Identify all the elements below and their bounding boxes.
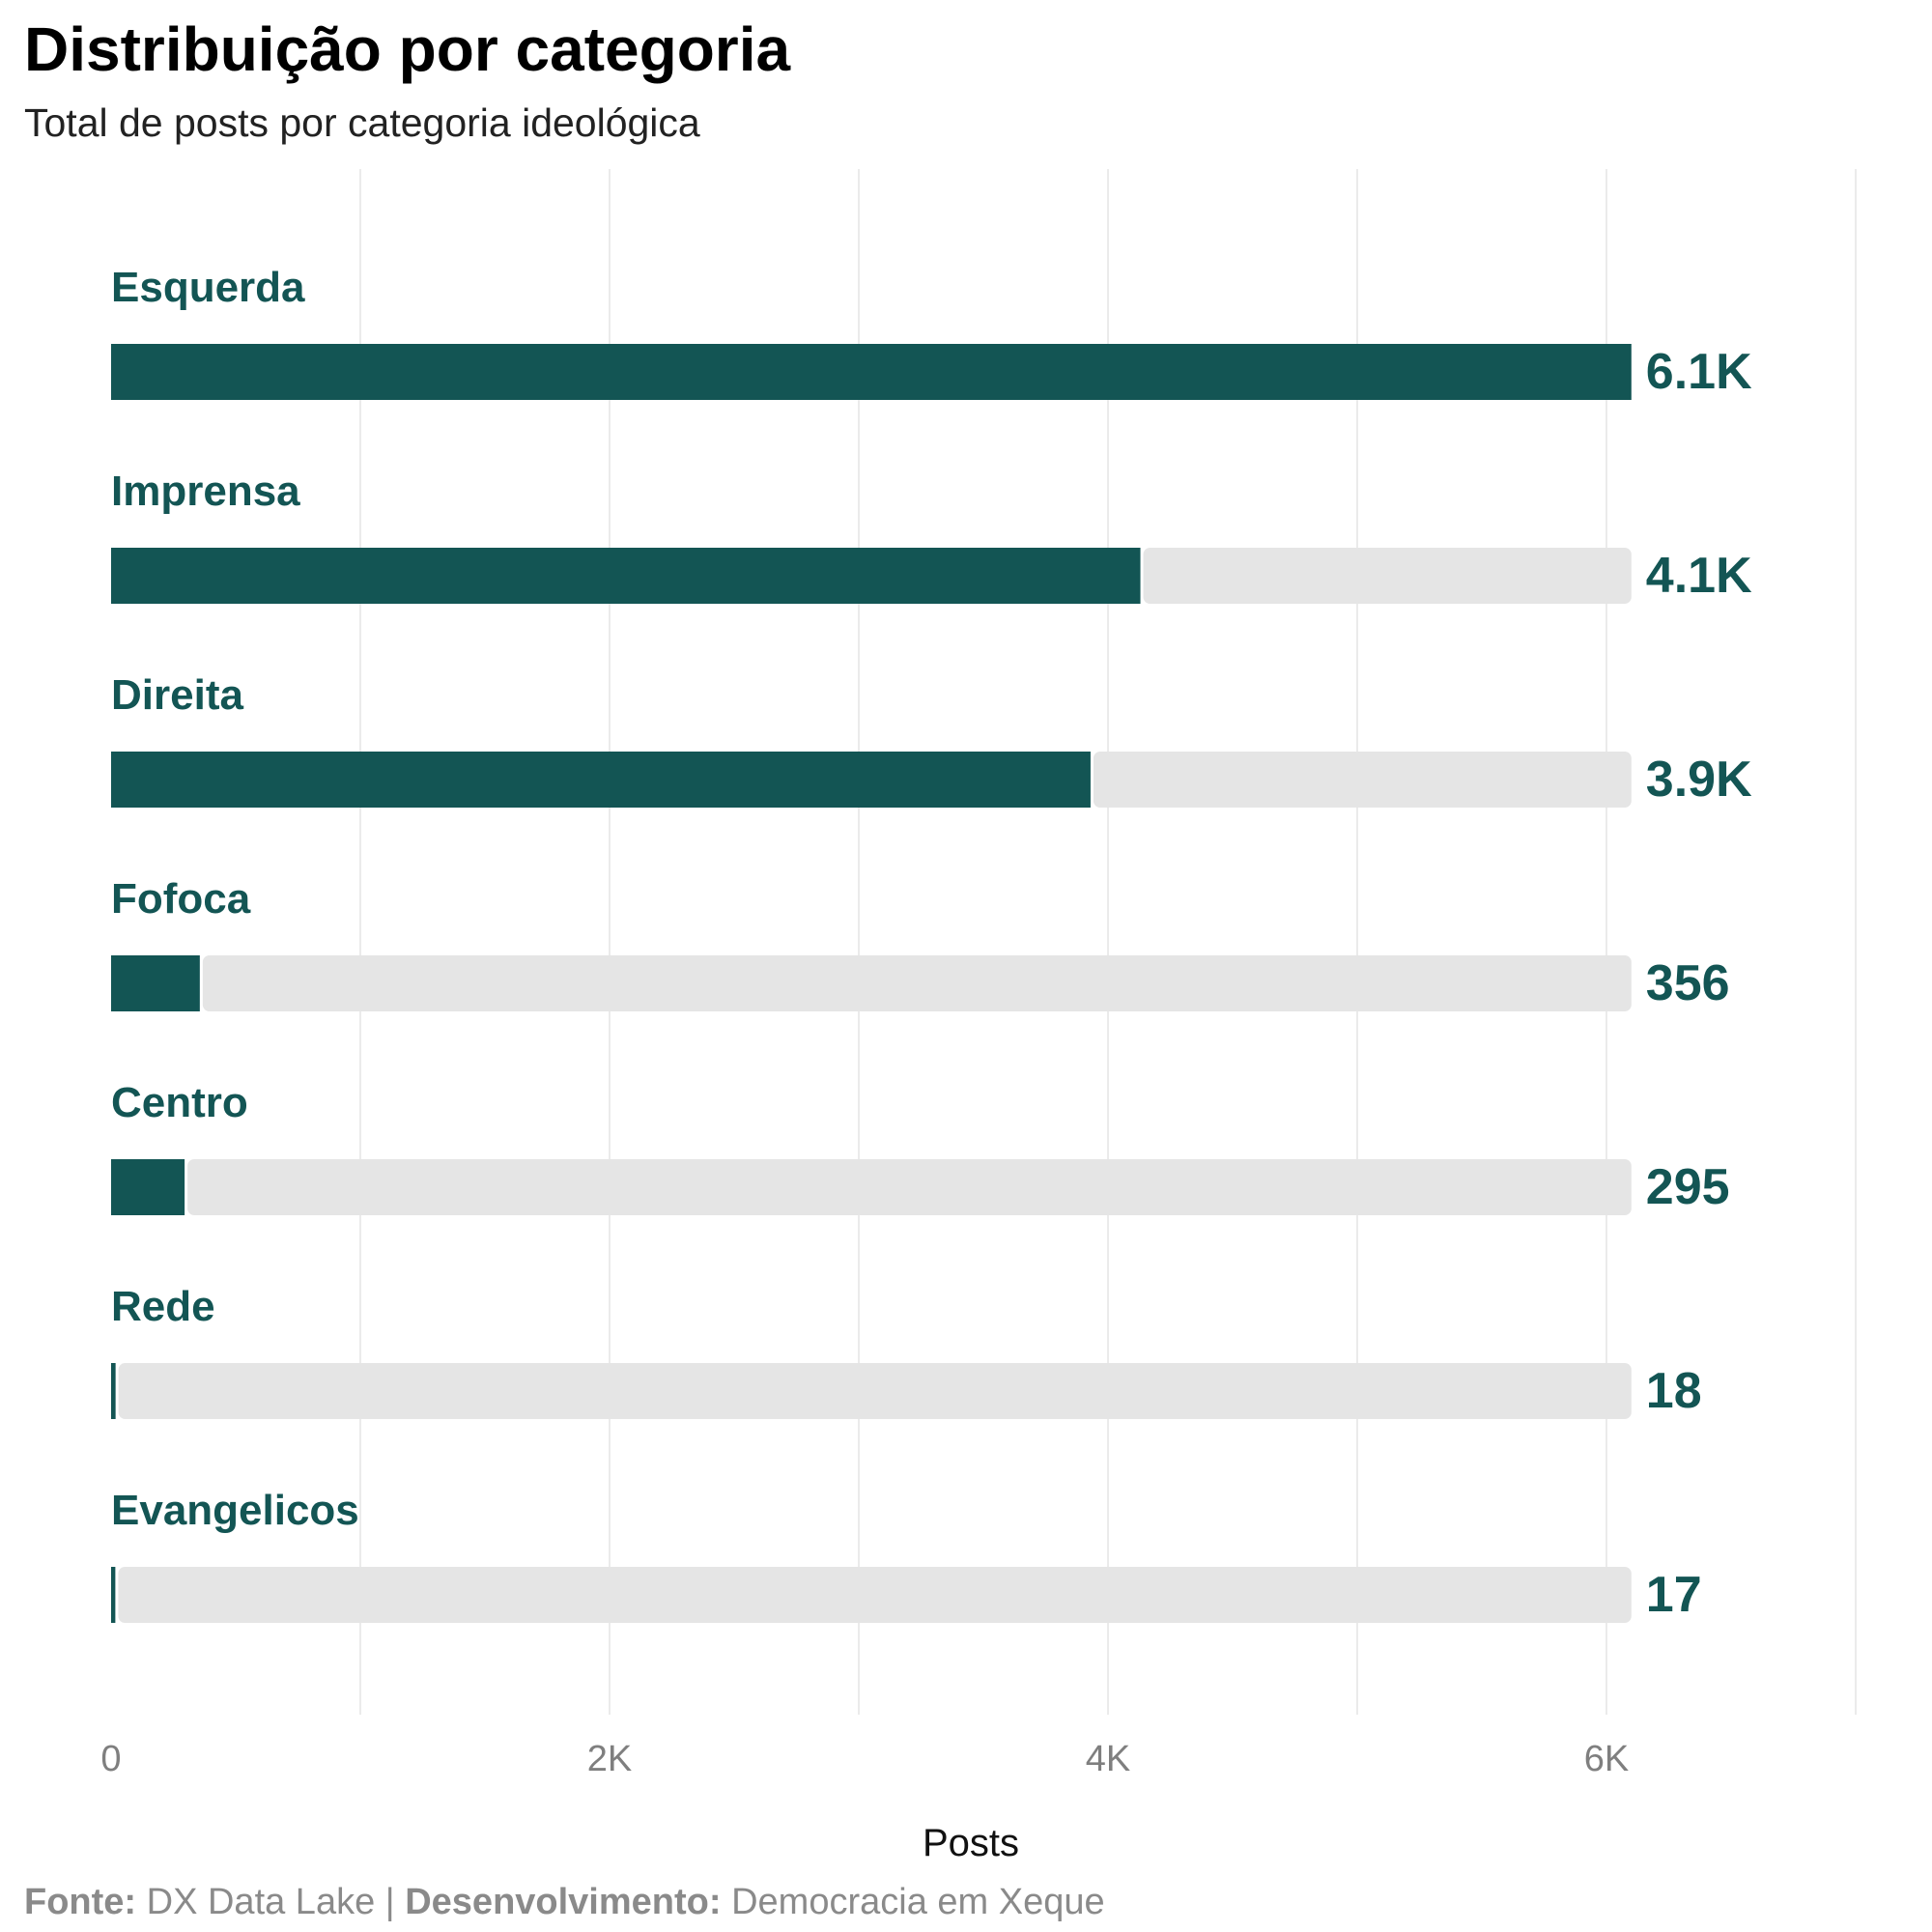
value-label: 356 xyxy=(1646,955,1730,1011)
value-label: 17 xyxy=(1646,1567,1702,1623)
bar-track xyxy=(1093,752,1632,808)
category-label: Imprensa xyxy=(111,468,300,515)
category-label: Evangelicos xyxy=(111,1487,359,1534)
bar-track xyxy=(202,955,1632,1011)
bar xyxy=(111,1159,185,1215)
bar-row: Imprensa 4.1K xyxy=(111,468,1752,604)
bar xyxy=(111,955,200,1011)
gridlines xyxy=(359,169,1857,1715)
chart-subtitle: Total de posts por categoria ideológica xyxy=(24,100,700,145)
bar xyxy=(111,344,1632,400)
category-label: Esquerda xyxy=(111,264,305,311)
value-label: 295 xyxy=(1646,1159,1730,1215)
category-label: Direita xyxy=(111,671,243,719)
value-label: 6.1K xyxy=(1646,344,1752,400)
bar-row: Fofoca 356 xyxy=(111,875,1730,1011)
value-label: 3.9K xyxy=(1646,752,1752,808)
x-tick-label: 4K xyxy=(1086,1739,1130,1779)
category-label: Fofoca xyxy=(111,875,251,923)
bar-row: Evangelicos 17 xyxy=(111,1487,1702,1623)
bar xyxy=(111,548,1141,604)
bar-track xyxy=(118,1363,1632,1419)
caption-source-label: Fonte: xyxy=(24,1882,137,1922)
category-label: Rede xyxy=(111,1283,215,1330)
bar-track xyxy=(1143,548,1632,604)
chart-title: Distribuição por categoria xyxy=(24,14,791,84)
bar-row: Direita 3.9K xyxy=(111,671,1752,808)
x-axis-label: Posts xyxy=(922,1822,1020,1864)
x-tick-label: 6K xyxy=(1584,1739,1629,1779)
bar-row: Centro 295 xyxy=(111,1079,1730,1215)
bar xyxy=(111,1567,116,1623)
value-label: 4.1K xyxy=(1646,548,1752,604)
bar-track xyxy=(187,1159,1632,1215)
bars: Esquerda 6.1K Imprensa 4.1K Direita 3.9K Fofoc… xyxy=(111,264,1752,1623)
value-label: 18 xyxy=(1646,1363,1702,1419)
bar xyxy=(111,1363,116,1419)
bar-row: Rede 18 xyxy=(111,1283,1702,1419)
caption-dev-label: Desenvolvimento: xyxy=(405,1882,722,1922)
bar-track xyxy=(118,1567,1632,1623)
bar-row: Esquerda 6.1K xyxy=(111,264,1752,400)
x-axis-ticks: 0 2K 4K 6K xyxy=(100,1739,1629,1779)
caption-source-value: DX Data Lake xyxy=(146,1882,376,1922)
bar xyxy=(111,752,1091,808)
caption-separator: | xyxy=(384,1882,395,1922)
x-tick-label: 0 xyxy=(100,1739,121,1779)
x-tick-label: 2K xyxy=(587,1739,632,1779)
category-label: Centro xyxy=(111,1079,248,1126)
caption-dev-value: Democracia em Xeque xyxy=(731,1882,1105,1922)
chart-caption: Fonte: DX Data Lake | Desenvolvimento: D… xyxy=(24,1882,1105,1923)
